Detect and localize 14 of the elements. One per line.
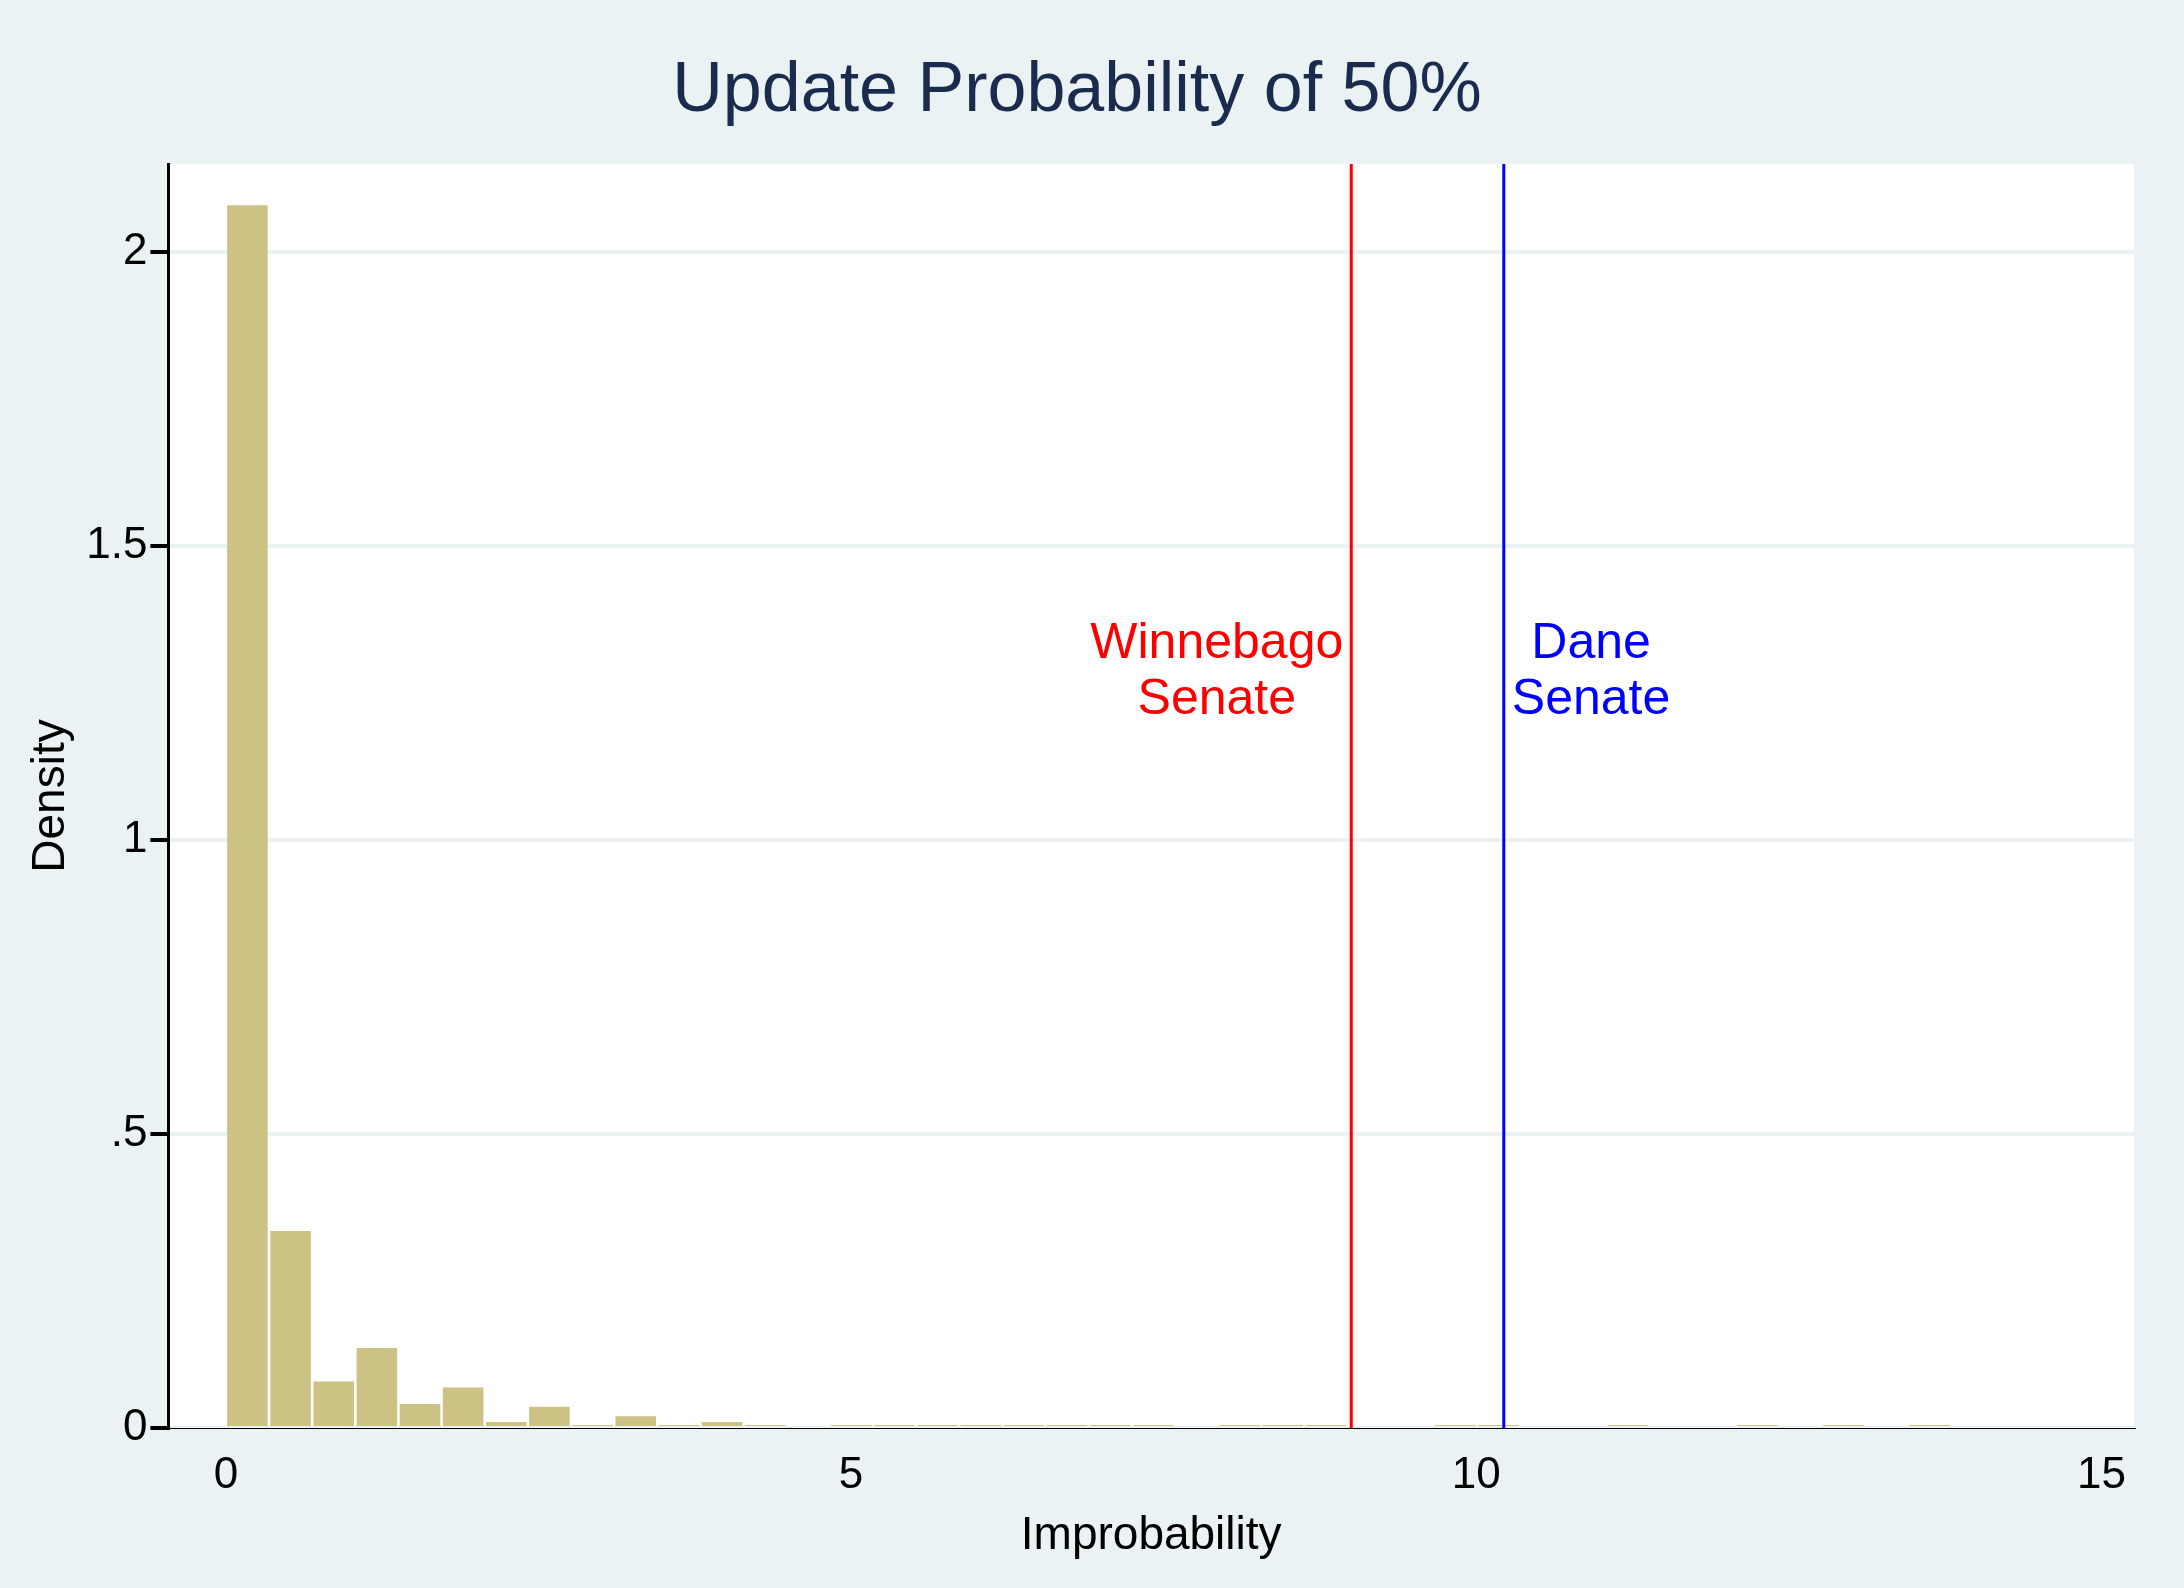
y-axis-title: Density <box>22 719 75 873</box>
y-tick-label: 2 <box>122 224 148 274</box>
x-axis-title: Improbability <box>1020 1507 1282 1560</box>
chart-title: Update Probability of 50% <box>672 48 1482 127</box>
y-tick-label: 1 <box>122 812 148 862</box>
y-tick-label: 1.5 <box>86 518 148 568</box>
y-tick-label: .5 <box>110 1106 148 1156</box>
ref-line-label: Winnebago Senate <box>1090 613 1344 726</box>
y-tick-label: 0 <box>122 1400 148 1450</box>
ref-line-label: Dane Senate <box>1511 613 1671 726</box>
x-tick-label: 10 <box>1451 1447 1501 1497</box>
x-tick-label: 0 <box>213 1447 239 1497</box>
x-tick-label: 5 <box>838 1447 864 1497</box>
x-tick-label: 15 <box>2077 1447 2126 1497</box>
